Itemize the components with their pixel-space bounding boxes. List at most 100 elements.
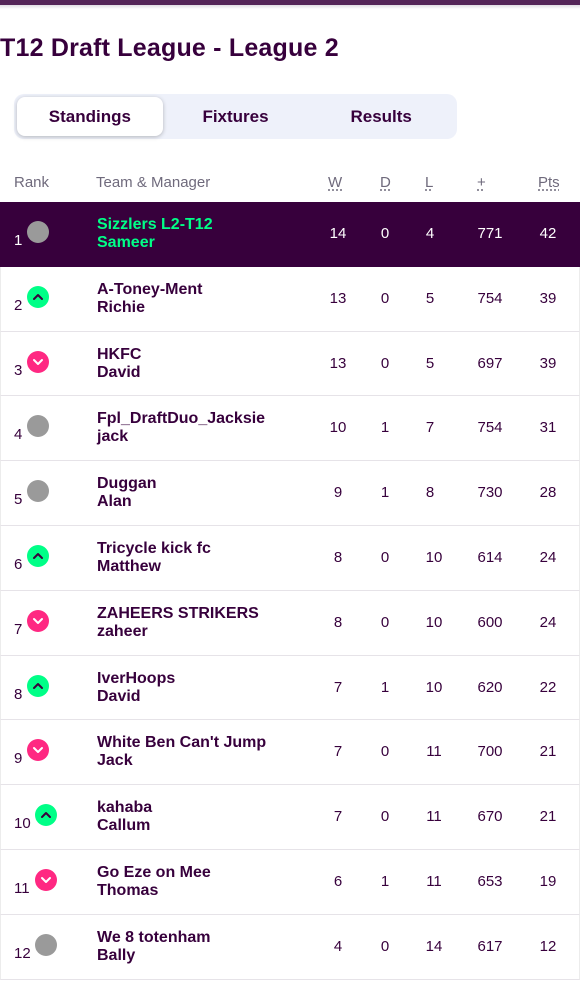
table-row[interactable]: 2 A-Toney-Ment Richie 13 0 5 754 39 [0, 266, 580, 332]
team-name[interactable]: kahaba [97, 799, 153, 817]
points-for-value: 620 [477, 678, 503, 696]
standings-table: Rank Team & Manager W D L + Pts 1 Sizzler… [0, 160, 580, 980]
tab-standings[interactable]: Standings [17, 97, 163, 136]
lost-value: 11 [426, 872, 442, 890]
tab-fixtures[interactable]: Fixtures [202, 106, 269, 126]
won-value: 13 [329, 354, 347, 372]
won-value: 8 [333, 548, 343, 566]
lost-value: 11 [426, 743, 442, 761]
header-drawn: D [380, 174, 391, 191]
points-for-value: 614 [477, 548, 503, 566]
team-name[interactable]: HKFC [97, 345, 142, 363]
manager-name: Bally [97, 946, 136, 964]
rank-unchanged-icon [27, 415, 49, 438]
rank-unchanged-icon [35, 933, 57, 956]
team-name[interactable]: We 8 totenham [97, 928, 211, 946]
points-value: 31 [539, 419, 557, 437]
rank-number: 6 [14, 555, 23, 573]
team-name[interactable]: White Ben Can't Jump [97, 734, 267, 752]
manager-name: Matthew [97, 557, 161, 575]
drawn-value: 1 [380, 872, 390, 890]
tab-results[interactable]: Results [350, 106, 412, 126]
header-points-for: + [477, 174, 486, 191]
rank-unchanged-icon [27, 221, 49, 243]
manager-name: Thomas [97, 881, 159, 899]
points-for-value: 700 [477, 743, 503, 761]
table-row[interactable]: 10 kahaba Callum 7 0 11 670 21 [0, 785, 580, 850]
rank-up-icon [27, 544, 49, 567]
team-name[interactable]: Tricycle kick fc [97, 539, 211, 557]
manager-name: jack [97, 428, 129, 446]
table-row[interactable]: 7 ZAHEERS STRIKERS zaheer 8 0 10 600 24 [0, 590, 580, 656]
team-manager[interactable]: IverHoops David [97, 670, 175, 706]
lost-value: 14 [425, 937, 443, 955]
won-value: 14 [329, 225, 347, 242]
won-value: 7 [333, 743, 343, 761]
points-for-value: 670 [477, 808, 503, 826]
points-for-value: 754 [477, 419, 503, 437]
points-value: 21 [539, 743, 557, 761]
rank-number: 10 [14, 815, 31, 833]
points-for-value: 653 [477, 872, 503, 890]
points-for-value: 617 [477, 937, 503, 955]
points-value: 19 [539, 872, 557, 890]
manager-name: Jack [97, 752, 133, 770]
rank-number: 5 [14, 491, 23, 509]
points-value: 21 [539, 808, 557, 826]
points-value: 12 [539, 937, 557, 955]
won-value: 6 [333, 872, 343, 890]
rank-number: 7 [14, 620, 23, 638]
table-row[interactable]: 8 IverHoops David 7 1 10 620 22 [0, 655, 580, 721]
manager-name: Callum [97, 817, 151, 835]
team-manager[interactable]: We 8 totenham Bally [97, 929, 211, 965]
rank-number: 1 [14, 232, 23, 249]
points-for-value: 730 [477, 484, 503, 502]
table-row[interactable]: 1 Sizzlers L2-T12 Sameer 14 0 4 771 42 [0, 202, 580, 267]
drawn-value: 1 [380, 678, 390, 696]
table-row[interactable]: 3 HKFC David 13 0 5 697 39 [0, 331, 580, 397]
team-name[interactable]: Sizzlers L2-T12 [97, 216, 213, 233]
team-name[interactable]: Duggan [97, 475, 157, 493]
team-manager[interactable]: ZAHEERS STRIKERS zaheer [97, 605, 259, 641]
team-name[interactable]: ZAHEERS STRIKERS [97, 604, 259, 622]
drawn-value: 0 [380, 354, 390, 372]
table-row[interactable]: 5 Duggan Alan 9 1 8 730 28 [0, 461, 580, 526]
manager-name: Alan [97, 493, 132, 511]
lost-value: 5 [425, 354, 435, 372]
team-name[interactable]: Go Eze on Mee [97, 863, 211, 881]
team-manager[interactable]: kahaba Callum [97, 799, 152, 835]
drawn-value: 1 [380, 419, 390, 437]
table-row[interactable]: 12 We 8 totenham Bally 4 0 14 617 12 [0, 914, 580, 980]
lost-value: 8 [425, 484, 435, 502]
manager-name: David [97, 687, 141, 705]
table-row[interactable]: 9 White Ben Can't Jump Jack 7 0 11 700 21 [0, 720, 580, 786]
points-for-value: 771 [477, 225, 503, 242]
points-value: 39 [539, 289, 557, 307]
team-name[interactable]: A-Toney-Ment [97, 280, 203, 298]
manager-name: zaheer [97, 622, 148, 640]
table-row[interactable]: 6 Tricycle kick fc Matthew 8 0 10 614 24 [0, 525, 580, 591]
table-header: Rank Team & Manager W D L + Pts [0, 160, 580, 202]
team-manager[interactable]: HKFC David [97, 346, 141, 382]
team-manager[interactable]: Tricycle kick fc Matthew [97, 540, 211, 576]
page-title: T12 Draft League - League 2 [0, 34, 339, 62]
team-manager[interactable]: Fpl_DraftDuo_Jacksie jack [97, 410, 265, 446]
team-name[interactable]: Fpl_DraftDuo_Jacksie [97, 410, 266, 428]
top-shade [0, 5, 580, 9]
header-won: W [328, 174, 343, 191]
header-rank: Rank [14, 174, 50, 191]
table-row[interactable]: 11 Go Eze on Mee Thomas 6 1 11 653 19 [0, 849, 580, 915]
drawn-value: 0 [380, 548, 390, 566]
table-row[interactable]: 4 Fpl_DraftDuo_Jacksie jack 10 1 7 754 31 [0, 396, 580, 462]
points-value: 28 [539, 484, 557, 502]
team-manager[interactable]: Sizzlers L2-T12 Sameer [97, 216, 213, 252]
team-manager[interactable]: A-Toney-Ment Richie [97, 281, 202, 317]
rank-unchanged-icon [27, 480, 49, 503]
team-manager[interactable]: Go Eze on Mee Thomas [97, 864, 211, 900]
drawn-value: 1 [380, 484, 390, 502]
team-manager[interactable]: Duggan Alan [97, 475, 157, 511]
team-name[interactable]: IverHoops [97, 669, 176, 687]
team-manager[interactable]: White Ben Can't Jump Jack [97, 734, 266, 770]
rank-up-icon [27, 285, 49, 308]
rank-down-icon [35, 868, 57, 891]
